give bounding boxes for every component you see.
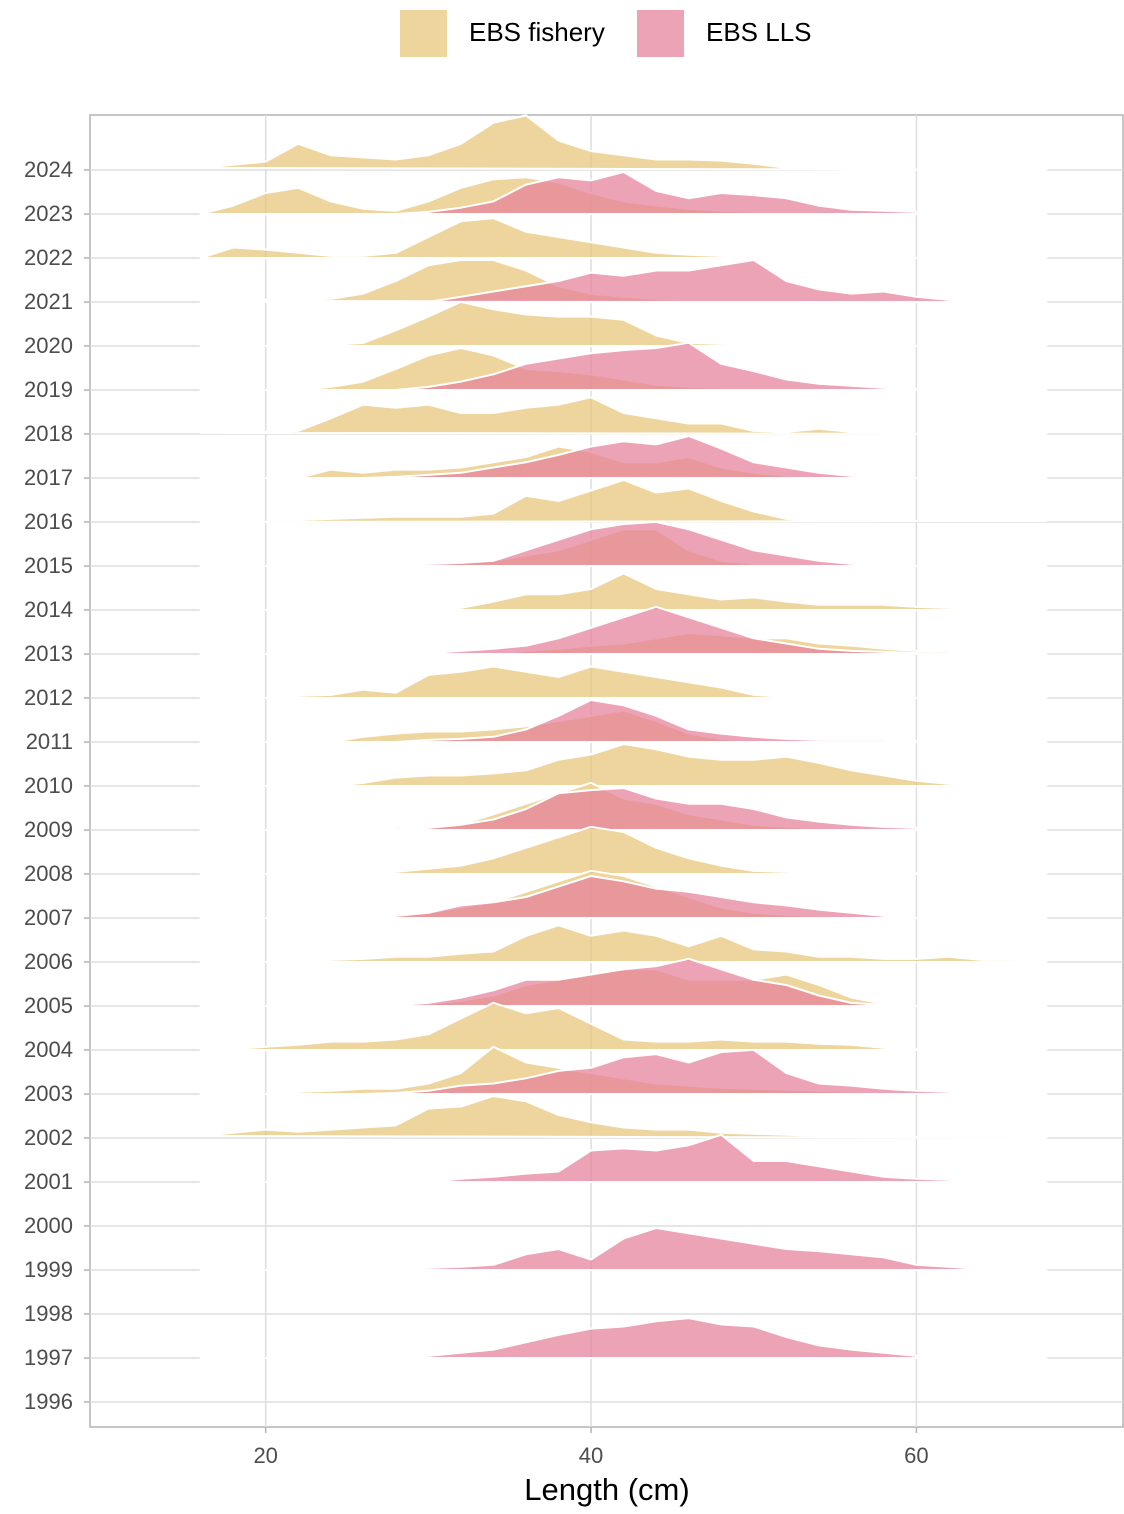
y-tick-label: 2015 — [24, 553, 73, 578]
y-tick-label: 2005 — [24, 993, 73, 1018]
y-tick-label: 1998 — [24, 1301, 73, 1326]
ridge — [199, 924, 1048, 963]
y-tick-label: 2022 — [24, 245, 73, 270]
y-tick-label: 2001 — [24, 1169, 73, 1194]
legend-label: EBS fishery — [469, 17, 605, 47]
y-tick-label: 1999 — [24, 1257, 73, 1282]
y-tick-label: 1997 — [24, 1345, 73, 1370]
ridge — [199, 605, 1048, 655]
y-tick-label: 2010 — [24, 773, 73, 798]
ridges — [199, 114, 1048, 1359]
y-tick-label: 2019 — [24, 377, 73, 402]
ridge — [199, 1317, 1048, 1359]
ridge — [199, 114, 1048, 171]
y-tick-label: 2002 — [24, 1125, 73, 1150]
y-tick-label: 2012 — [24, 685, 73, 710]
ridge — [199, 665, 1048, 699]
ridge — [199, 1001, 1048, 1051]
y-tick-label: 2013 — [24, 641, 73, 666]
y-tick-label: 2003 — [24, 1081, 73, 1106]
y-tick-label: 2008 — [24, 861, 73, 886]
x-axis-title: Length (cm) — [524, 1472, 689, 1507]
ridge — [199, 1048, 1048, 1095]
y-tick-label: 2023 — [24, 201, 73, 226]
ridge — [199, 520, 1048, 567]
x-tick-label: 20 — [253, 1443, 277, 1468]
ridge — [199, 171, 1048, 215]
y-tick-label: 2004 — [24, 1037, 73, 1062]
ridge — [199, 300, 1048, 347]
y-tick-label: 2014 — [24, 597, 73, 622]
y-tick-label: 2011 — [26, 729, 73, 754]
y-tick-label: 2006 — [24, 949, 73, 974]
axes: 20 40 60 1996 1997 1998 1999 2000 2001 2002 2003 20… — [24, 157, 929, 1468]
ridge — [199, 435, 1048, 479]
ridge — [199, 341, 1048, 391]
y-tick-label: 2016 — [24, 509, 73, 534]
y-tick-label: 2009 — [24, 817, 73, 842]
y-tick-label: 2020 — [24, 333, 73, 358]
x-tick-label: 60 — [904, 1443, 928, 1468]
y-tick-label: 2024 — [24, 157, 73, 182]
legend-swatch — [637, 10, 684, 57]
ridge — [199, 787, 1048, 831]
y-tick-label: 2021 — [24, 289, 73, 314]
legend: EBS fishery EBS LLS — [400, 10, 812, 57]
ridge — [199, 479, 1048, 523]
y-tick-label: 2007 — [24, 905, 73, 930]
ridge — [199, 743, 1048, 787]
ridge — [199, 699, 1048, 743]
legend-label: EBS LLS — [706, 17, 812, 47]
ridge — [199, 1095, 1048, 1139]
ridge — [199, 1227, 1048, 1271]
ridge — [199, 572, 1048, 611]
ridge — [199, 217, 1048, 259]
ridge — [199, 957, 1048, 1007]
ridge — [199, 396, 1048, 435]
ridge — [199, 825, 1048, 875]
ridge — [199, 1133, 1048, 1183]
ridge — [199, 875, 1048, 919]
x-tick-label: 40 — [579, 1443, 603, 1468]
ridge — [199, 259, 1048, 303]
y-tick-label: 2018 — [24, 421, 73, 446]
y-tick-label: 2017 — [24, 465, 73, 490]
y-tick-label: 1996 — [24, 1389, 73, 1414]
legend-swatch — [400, 10, 447, 57]
y-tick-label: 2000 — [24, 1213, 73, 1238]
